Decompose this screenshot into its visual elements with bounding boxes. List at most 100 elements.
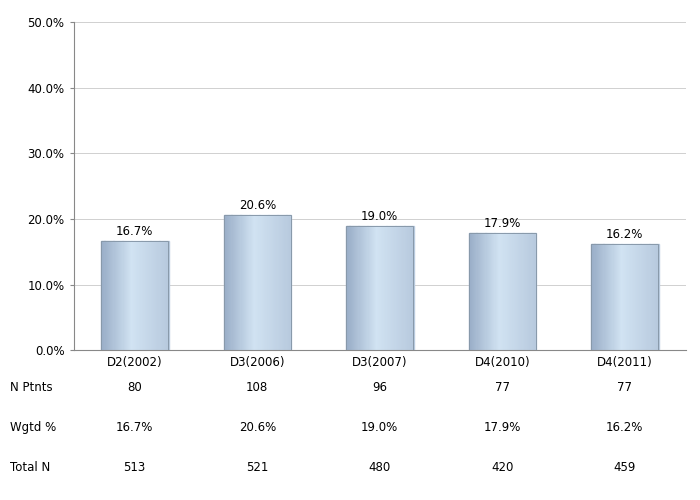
Bar <box>619 244 620 350</box>
Bar <box>234 215 235 350</box>
Bar <box>591 244 592 350</box>
Bar <box>598 244 599 350</box>
Bar <box>230 215 232 350</box>
Bar <box>379 226 380 350</box>
Bar <box>158 240 160 350</box>
Bar <box>486 233 488 350</box>
Text: 19.0%: 19.0% <box>361 210 398 223</box>
Bar <box>353 226 354 350</box>
Bar <box>281 215 282 350</box>
Bar <box>411 226 412 350</box>
Bar <box>491 233 492 350</box>
Bar <box>102 240 104 350</box>
Bar <box>524 233 525 350</box>
Bar <box>371 226 372 350</box>
Text: 16.2%: 16.2% <box>606 421 643 434</box>
Bar <box>160 240 161 350</box>
Bar <box>517 233 518 350</box>
Bar <box>251 215 252 350</box>
Bar <box>271 215 272 350</box>
Bar <box>167 240 169 350</box>
Bar <box>246 215 247 350</box>
Text: 19.0%: 19.0% <box>361 421 398 434</box>
Bar <box>265 215 267 350</box>
Bar <box>262 215 263 350</box>
Bar <box>640 244 642 350</box>
Bar <box>269 215 270 350</box>
Bar <box>225 215 226 350</box>
Bar <box>650 244 652 350</box>
Bar <box>642 244 643 350</box>
Bar <box>494 233 496 350</box>
Bar <box>101 240 102 350</box>
Bar <box>634 244 635 350</box>
Bar <box>240 215 241 350</box>
Bar <box>492 233 493 350</box>
Bar <box>255 215 256 350</box>
Bar <box>484 233 486 350</box>
Bar <box>372 226 373 350</box>
Bar <box>400 226 401 350</box>
Bar <box>407 226 408 350</box>
Bar <box>366 226 368 350</box>
Bar <box>602 244 603 350</box>
Bar <box>349 226 351 350</box>
Bar <box>613 244 615 350</box>
Bar <box>471 233 472 350</box>
Bar <box>386 226 388 350</box>
Bar <box>606 244 607 350</box>
Bar <box>243 215 244 350</box>
Text: 16.7%: 16.7% <box>116 225 153 238</box>
Bar <box>481 233 482 350</box>
Bar <box>109 240 110 350</box>
Bar <box>409 226 410 350</box>
Bar <box>644 244 645 350</box>
Bar <box>267 215 269 350</box>
Bar <box>479 233 480 350</box>
Text: 80: 80 <box>127 381 142 394</box>
Bar <box>472 233 473 350</box>
Bar <box>283 215 284 350</box>
Bar <box>256 215 258 350</box>
Bar <box>490 233 491 350</box>
Bar <box>533 233 534 350</box>
Bar <box>264 215 265 350</box>
Bar <box>226 215 227 350</box>
Bar <box>477 233 479 350</box>
Bar <box>393 226 395 350</box>
Bar <box>149 240 150 350</box>
Bar <box>119 240 120 350</box>
Bar <box>138 240 139 350</box>
Bar <box>351 226 353 350</box>
Bar <box>106 240 108 350</box>
Bar <box>631 244 633 350</box>
Bar <box>650 244 651 350</box>
Bar <box>637 244 638 350</box>
Bar <box>346 226 347 350</box>
Bar <box>232 215 234 350</box>
Bar <box>115 240 116 350</box>
Bar <box>120 240 121 350</box>
Bar <box>384 226 386 350</box>
Bar <box>499 233 500 350</box>
Bar <box>236 215 237 350</box>
Bar <box>127 240 128 350</box>
Bar <box>143 240 144 350</box>
Bar <box>474 233 475 350</box>
Bar <box>258 215 260 350</box>
Bar <box>468 233 470 350</box>
Bar <box>601 244 603 350</box>
Bar <box>482 233 483 350</box>
Bar <box>275 215 276 350</box>
Bar <box>122 240 124 350</box>
Bar <box>113 240 115 350</box>
Bar <box>273 215 274 350</box>
Bar <box>360 226 362 350</box>
Bar <box>248 215 249 350</box>
Bar <box>505 233 507 350</box>
Bar <box>374 226 375 350</box>
Bar <box>390 226 391 350</box>
Text: 480: 480 <box>369 461 391 474</box>
Bar <box>397 226 398 350</box>
Bar <box>148 240 150 350</box>
